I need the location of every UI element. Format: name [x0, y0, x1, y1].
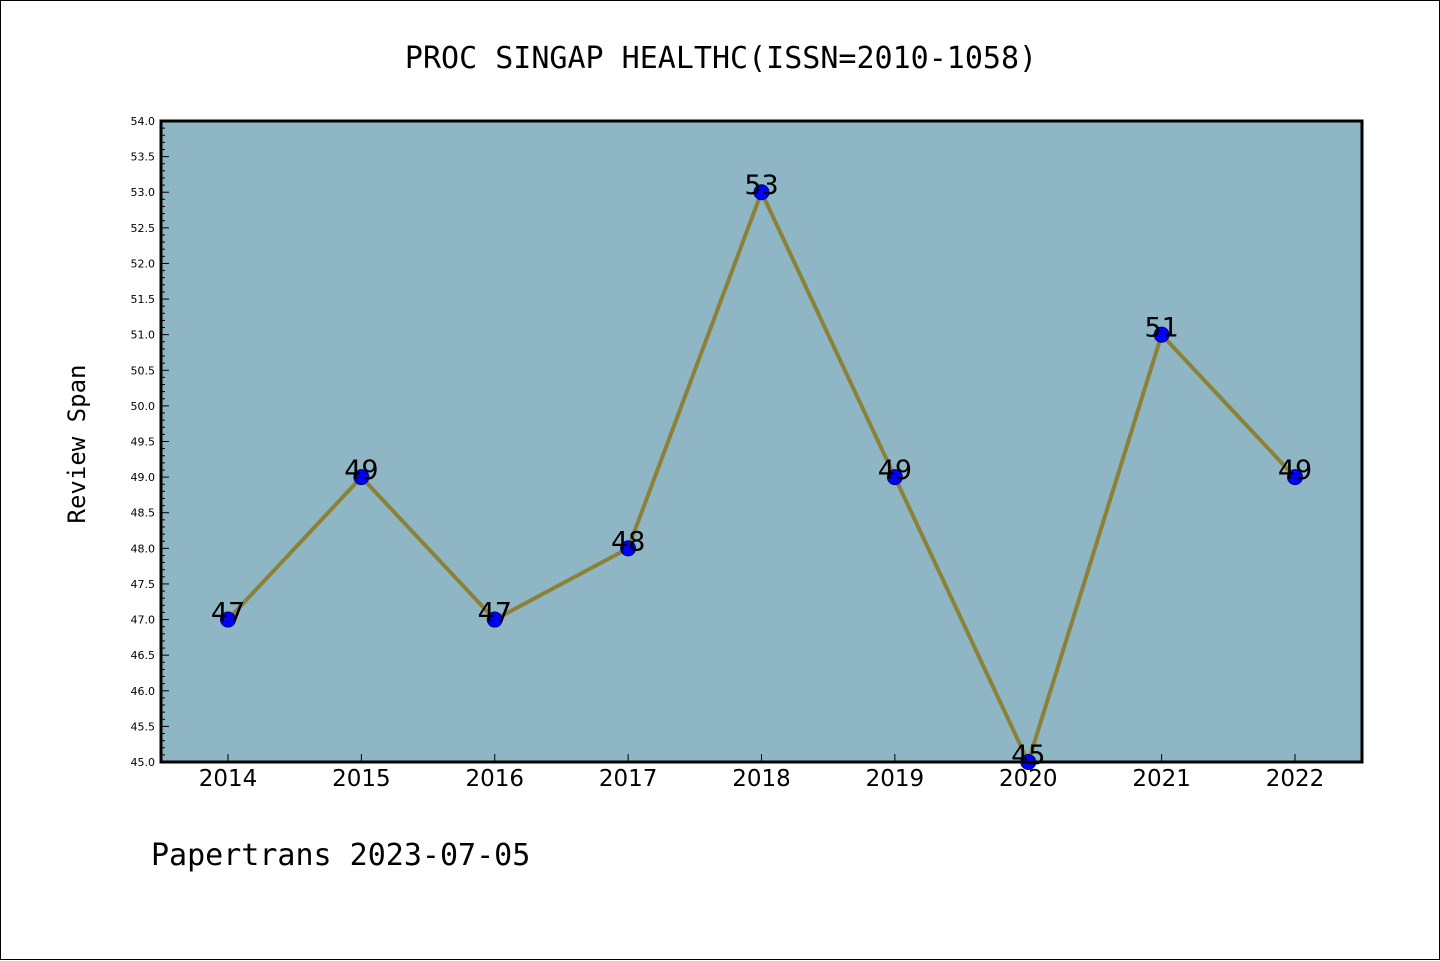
- x-tick-label: 2015: [332, 766, 391, 792]
- x-tick-label: 2014: [199, 766, 258, 792]
- data-label: 45: [1011, 740, 1045, 771]
- x-tick-label: 2020: [999, 766, 1058, 792]
- data-point: [1153, 326, 1170, 343]
- y-tick-label: 45.0: [131, 756, 156, 769]
- chart-title: PROC SINGAP HEALTHC(ISSN=2010-1058): [405, 41, 1037, 76]
- data-label: 49: [878, 455, 912, 486]
- y-tick-label: 46.5: [131, 649, 156, 662]
- y-tick-label: 52.5: [131, 222, 156, 235]
- y-tick-label: 49.0: [131, 471, 156, 484]
- y-tick-label: 51.5: [131, 293, 156, 306]
- data-point: [486, 611, 503, 628]
- data-point: [1287, 469, 1303, 486]
- x-tick-label: 2021: [1132, 766, 1191, 792]
- x-tick-label: 2018: [732, 766, 791, 792]
- x-tick-label: 2017: [599, 766, 658, 792]
- y-tick-label: 46.0: [131, 685, 156, 698]
- y-tick-label: 54.0: [131, 115, 156, 128]
- data-point: [753, 184, 770, 201]
- data-label: 47: [211, 598, 245, 629]
- data-point: [620, 540, 637, 557]
- x-tick-label: 2016: [465, 766, 524, 792]
- plot-area: [161, 121, 1362, 762]
- data-point: [886, 469, 903, 486]
- y-axis-label: Review Span: [63, 365, 91, 524]
- y-tick-label: 45.5: [131, 720, 156, 733]
- y-tick-label: 53.5: [131, 151, 156, 164]
- y-tick-label: 53.0: [131, 186, 156, 199]
- y-tick-label: 50.5: [131, 364, 156, 377]
- y-tick-label: 48.5: [131, 507, 156, 520]
- y-tick-label: 47.0: [131, 614, 156, 627]
- y-tick-label: 48.0: [131, 542, 156, 555]
- data-label: 47: [478, 598, 512, 629]
- data-label: 49: [344, 455, 378, 486]
- plot-border: [159, 119, 1364, 764]
- data-label: 53: [744, 170, 778, 201]
- y-tick-label: 50.0: [131, 400, 156, 413]
- x-tick-label: 2022: [1266, 766, 1325, 792]
- data-point: [353, 469, 370, 486]
- y-tick-label: 51.0: [131, 329, 156, 342]
- data-label: 51: [1144, 313, 1178, 344]
- y-tick-label: 47.5: [131, 578, 156, 591]
- data-label: 48: [611, 526, 645, 557]
- data-label: 49: [1278, 455, 1312, 486]
- y-tick-label: 52.0: [131, 257, 156, 270]
- x-tick-label: 2019: [866, 766, 925, 792]
- footer-credit: Papertrans 2023-07-05: [151, 838, 530, 873]
- y-tick-label: 49.5: [131, 436, 156, 449]
- data-point: [220, 611, 236, 628]
